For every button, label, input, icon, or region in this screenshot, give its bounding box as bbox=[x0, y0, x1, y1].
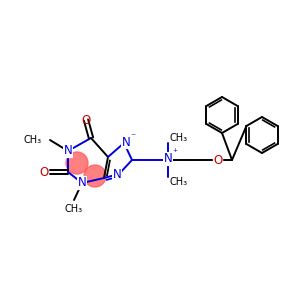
Text: ⁺: ⁺ bbox=[172, 148, 178, 158]
Text: ⁻: ⁻ bbox=[130, 132, 136, 142]
Text: CH₃: CH₃ bbox=[170, 177, 188, 187]
Circle shape bbox=[66, 152, 88, 174]
Text: O: O bbox=[81, 113, 91, 127]
Text: N: N bbox=[122, 136, 130, 148]
Text: O: O bbox=[213, 154, 223, 166]
Text: N: N bbox=[64, 145, 72, 158]
Text: CH₃: CH₃ bbox=[65, 204, 83, 214]
Text: CH₃: CH₃ bbox=[24, 135, 42, 145]
Text: N: N bbox=[164, 152, 172, 166]
Text: N: N bbox=[112, 169, 122, 182]
Text: N: N bbox=[78, 176, 86, 190]
Circle shape bbox=[84, 165, 106, 187]
Text: CH₃: CH₃ bbox=[170, 133, 188, 143]
Text: O: O bbox=[39, 166, 49, 178]
